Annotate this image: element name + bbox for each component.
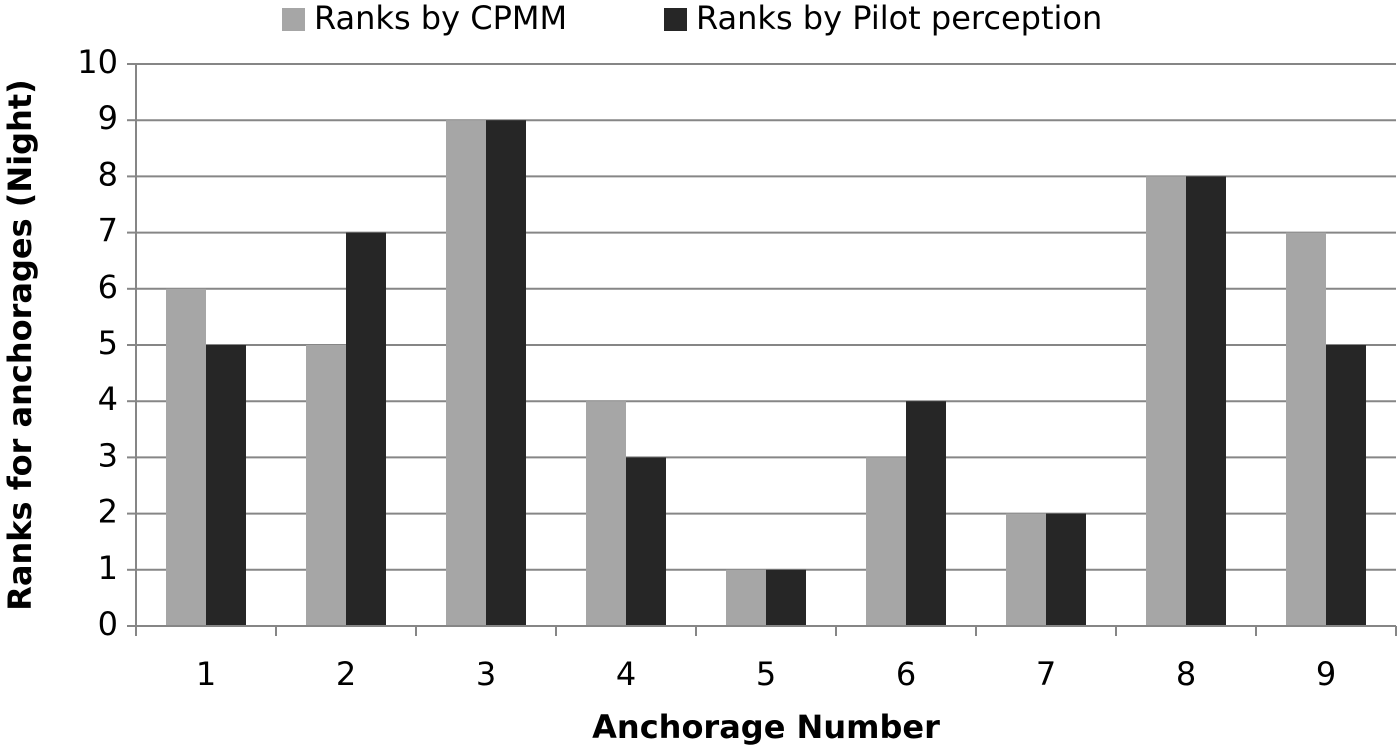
legend-swatch [282, 8, 305, 31]
bar [866, 457, 906, 626]
bar [1046, 513, 1086, 626]
bar [306, 345, 346, 626]
x-tick-label: 3 [476, 655, 496, 693]
legend-label: Ranks by Pilot perception [696, 0, 1102, 37]
x-tick-label: 7 [1036, 655, 1056, 693]
bar [446, 120, 486, 626]
x-tick-label: 5 [756, 655, 776, 693]
bar [346, 232, 386, 626]
bar [1186, 176, 1226, 626]
x-tick-label: 1 [196, 655, 216, 693]
bar [1146, 176, 1186, 626]
y-tick-label: 10 [77, 43, 118, 81]
x-tick-label: 9 [1316, 655, 1336, 693]
y-tick-label: 3 [98, 436, 118, 474]
y-tick-label: 7 [98, 212, 118, 250]
bar [1286, 232, 1326, 626]
y-tick-label: 5 [98, 324, 118, 362]
y-tick-label: 2 [98, 493, 118, 531]
legend-label: Ranks by CPMM [314, 0, 567, 37]
bar [766, 569, 806, 626]
bar [166, 288, 206, 626]
x-tick-label: 4 [616, 655, 636, 693]
y-axis-title: Ranks for anchorages (Night) [1, 79, 39, 611]
bar [626, 457, 666, 626]
legend-swatch [664, 8, 687, 31]
y-tick-label: 4 [98, 380, 118, 418]
x-tick-label: 6 [896, 655, 916, 693]
bar [1006, 513, 1046, 626]
bar [726, 569, 766, 626]
y-tick-label: 8 [98, 155, 118, 193]
bar [586, 401, 626, 626]
x-axis-title: Anchorage Number [592, 708, 940, 746]
bar [486, 120, 526, 626]
x-tick-label: 8 [1176, 655, 1196, 693]
y-tick-label: 6 [98, 268, 118, 306]
y-tick-label: 0 [98, 605, 118, 643]
bar [906, 401, 946, 626]
y-tick-label: 9 [98, 99, 118, 137]
bar [206, 345, 246, 626]
bar [1326, 345, 1366, 626]
x-tick-label: 2 [336, 655, 356, 693]
y-tick-label: 1 [98, 549, 118, 587]
